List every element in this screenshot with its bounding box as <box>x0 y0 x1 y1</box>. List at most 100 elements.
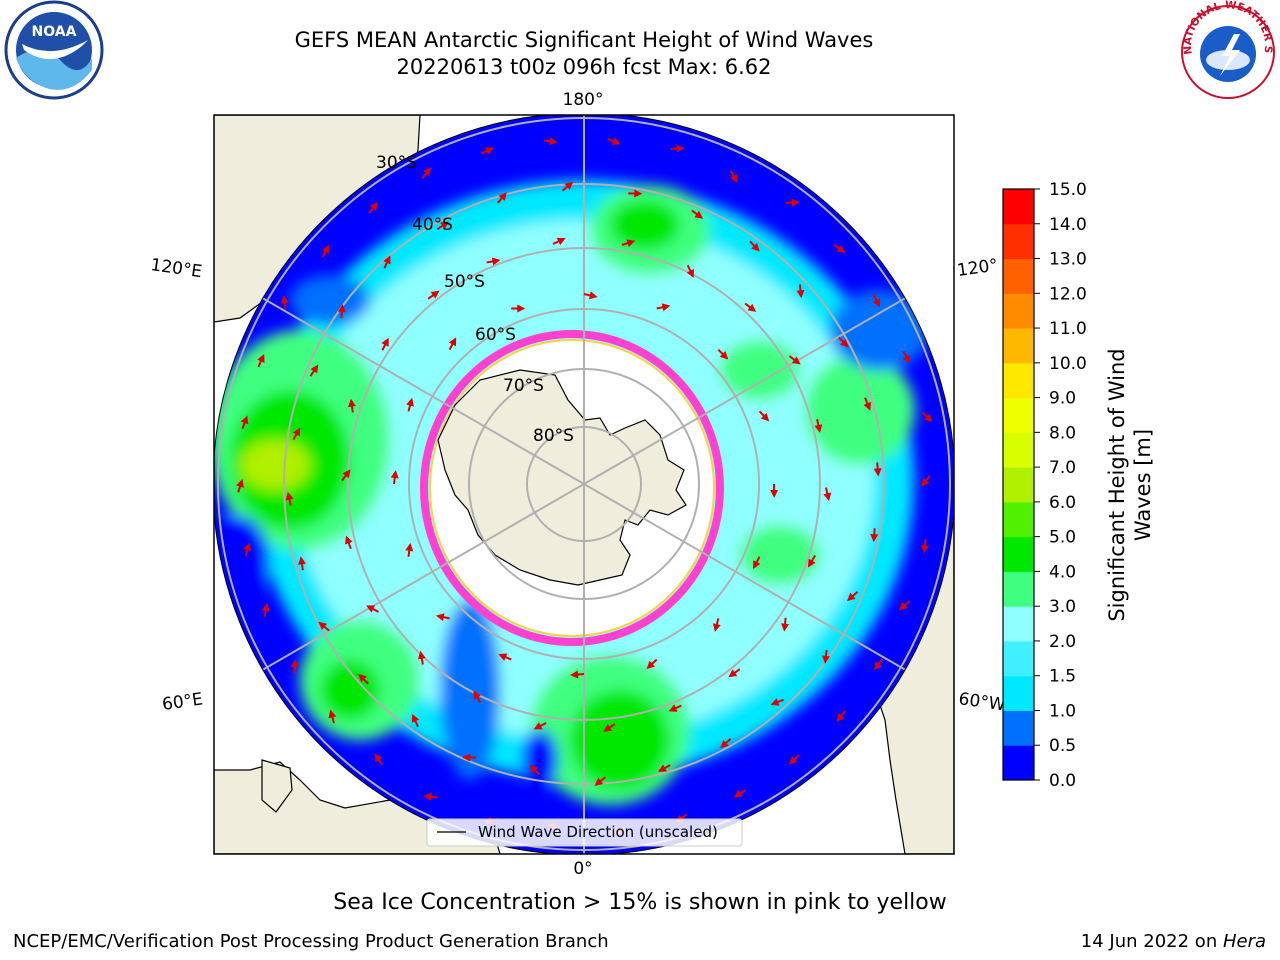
colorbar-label: Significant Height of Wind Waves [m] <box>1104 325 1156 645</box>
map-subtitle: 20220613 t00z 096h fcst Max: 6.62 <box>396 55 772 79</box>
colorbar-segment <box>1003 328 1034 364</box>
lat-label-60s: 60°S <box>475 325 516 345</box>
wind-arrow-head <box>872 298 880 308</box>
wind-arrow-head <box>873 661 882 671</box>
wind-arrow-head <box>846 592 856 602</box>
wind-arrow-head <box>310 364 319 374</box>
wind-arrow-head <box>549 137 558 146</box>
lat-label-70s: 70°S <box>503 376 544 396</box>
footer-date-text: 14 Jun 2022 on <box>1080 931 1223 952</box>
colorbar-tick-label: 5.0 <box>1049 528 1076 548</box>
wind-arrow-head <box>836 245 846 253</box>
colorbar-tick-label: 3.0 <box>1049 597 1076 617</box>
colorbar-tick-label: 14.0 <box>1049 215 1087 235</box>
wind-arrow-head <box>796 289 805 299</box>
lon-label-60w: 60°W <box>957 689 1006 715</box>
wind-arrow-head <box>781 623 790 632</box>
wind-arrow-head <box>236 479 244 488</box>
wind-arrow-head <box>920 544 929 554</box>
wind-arrow-head <box>292 427 301 437</box>
lon-label-120w: 120° <box>956 255 999 281</box>
map-frame <box>213 114 955 855</box>
wind-arrow-head <box>381 337 389 347</box>
lon-label-180: 180° <box>563 90 604 110</box>
wind-arrow-head <box>440 221 450 230</box>
colorbar-tick-label: 13.0 <box>1049 250 1087 270</box>
colorbar-segment <box>1003 606 1034 642</box>
wind-arrow-head <box>491 257 501 266</box>
wind-arrow-head <box>529 765 539 774</box>
colorbar-tick-label: 7.0 <box>1049 458 1076 478</box>
lat-label-50s: 50°S <box>444 272 485 292</box>
colorbar-segment <box>1003 258 1034 294</box>
wind-arrow-head <box>753 560 761 570</box>
colorbar-segment <box>1003 571 1034 607</box>
wind-arrow-head <box>713 623 721 632</box>
colorbar-tick-label: 4.0 <box>1049 562 1076 582</box>
colorbar-tick-label: 0.0 <box>1049 771 1076 791</box>
wind-arrow-head <box>411 713 420 723</box>
wind-arrow-head <box>423 792 432 801</box>
wind-arrow-head <box>261 602 270 612</box>
wind-arrow-head <box>533 722 543 730</box>
lat-label-80s: 80°S <box>533 426 574 446</box>
map-title: GEFS MEAN Antarctic Significant Height o… <box>294 28 874 52</box>
legend-label: Wind Wave Direction (unscaled) <box>478 823 718 841</box>
wind-arrow-head <box>348 398 356 408</box>
graticule <box>214 115 954 854</box>
colorbar-segment <box>1003 675 1034 711</box>
wind-arrow-head <box>405 542 414 552</box>
wind-arrow-head <box>498 653 508 661</box>
colorbar-tick-label: 0.5 <box>1049 736 1076 756</box>
wind-arrow-head <box>873 468 882 477</box>
noaa-logo: NOAA <box>4 0 104 100</box>
wind-arrow-head <box>823 492 832 502</box>
lat-label-40s: 40°S <box>412 215 453 235</box>
wind-arrow-head <box>836 713 845 722</box>
colorbar-tick-label: 2.0 <box>1049 632 1076 652</box>
wind-arrow-head <box>668 704 678 712</box>
wind-arrow-head <box>821 655 830 664</box>
wind-arrow-head <box>328 709 337 719</box>
wind-arrow-head <box>923 413 933 423</box>
lon-label-60e: 60°E <box>161 689 204 714</box>
wind-arrow-head <box>646 660 656 670</box>
wind-arrow-head <box>634 189 643 198</box>
wind-arrow-head <box>733 789 743 798</box>
wind-arrow-head <box>374 753 383 763</box>
colorbar-segment <box>1003 189 1034 225</box>
wind-arrow-head <box>298 556 306 565</box>
wind-arrow-head <box>383 255 391 265</box>
wind-arrow-head <box>485 147 494 155</box>
wind-arrow-head <box>337 304 346 313</box>
wind-arrow-head <box>257 354 265 363</box>
wind-arrow-head <box>570 670 579 679</box>
colorbar-label-line1: Significant Height of Wind <box>1105 348 1129 622</box>
wind-arrow-head <box>588 291 598 300</box>
colorbar-tick-label: 10.0 <box>1049 354 1087 374</box>
wind-arrow-head <box>814 424 823 433</box>
lat-label-30s: 30°S <box>376 153 417 173</box>
colorbar-tick-label: 8.0 <box>1049 423 1076 443</box>
colorbar-segment <box>1003 710 1034 746</box>
wind-arrow-head <box>626 239 636 248</box>
wind-arrow-head <box>720 739 729 749</box>
wind-arrow-head <box>898 602 908 611</box>
wind-arrow-head <box>448 337 457 347</box>
footer-system-name: Hera <box>1222 931 1266 952</box>
wind-arrow-head <box>730 174 738 183</box>
wind-arrow-head <box>321 244 330 254</box>
colorbar-label-line2: Waves [m] <box>1131 428 1155 542</box>
wind-arrow-head <box>603 723 613 732</box>
wind-arrow-head <box>390 470 399 479</box>
wind-arrow-head <box>417 650 426 660</box>
wind-arrow-head <box>791 198 800 207</box>
wind-arrow-head <box>788 756 798 765</box>
colorbar-segment <box>1003 501 1034 538</box>
madagascar-land <box>261 759 293 813</box>
wind-arrow-head <box>760 412 770 422</box>
lon-label-120e: 120°E <box>149 255 203 282</box>
colorbar-tick-label: 12.0 <box>1049 284 1087 304</box>
colorbar-tick-label: 15.0 <box>1049 180 1087 200</box>
